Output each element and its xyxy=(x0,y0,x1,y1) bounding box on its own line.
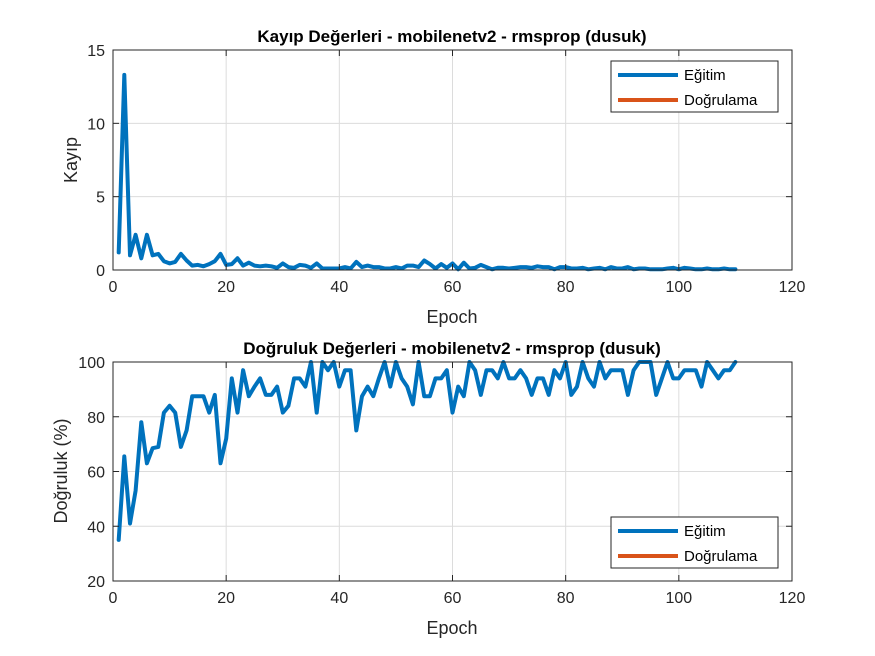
accuracy-series-line-train xyxy=(116,360,738,542)
loss-y-axis-label: Kayıp xyxy=(61,137,81,183)
loss-series xyxy=(116,72,738,272)
accuracy-legend-train-label: Eğitim xyxy=(684,523,726,540)
accuracy-legend: Eğitim Doğrulama xyxy=(610,516,779,569)
loss-xtick-label: 120 xyxy=(779,279,806,296)
accuracy-ytick-label: 100 xyxy=(78,355,105,372)
loss-legend-val-label: Doğrulama xyxy=(684,92,758,109)
loss-ytick-label: 10 xyxy=(87,116,105,133)
loss-xtick-label: 20 xyxy=(217,279,235,296)
loss-xtick-label: 100 xyxy=(665,279,692,296)
loss-x-axis-label: Epoch xyxy=(426,307,477,327)
loss-chart-title: Kayıp Değerleri - mobilenetv2 - rmsprop … xyxy=(257,27,646,46)
loss-legend: Eğitim Doğrulama xyxy=(610,60,779,113)
loss-xtick-label: 0 xyxy=(109,279,118,296)
loss-ytick-label: 5 xyxy=(96,190,105,207)
accuracy-chart-title: Doğruluk Değerleri - mobilenetv2 - rmspr… xyxy=(243,339,661,358)
loss-series-line-train xyxy=(116,72,738,272)
loss-grid xyxy=(113,50,792,270)
accuracy-ytick-label: 20 xyxy=(87,574,105,591)
accuracy-xtick-label: 60 xyxy=(444,590,462,607)
loss-ticks: 0 20 40 60 80 100 120 0 5 10 15 xyxy=(87,43,805,296)
accuracy-legend-val-label: Doğrulama xyxy=(684,548,758,565)
loss-legend-train-label: Eğitim xyxy=(684,67,726,84)
accuracy-ytick-label: 40 xyxy=(87,519,105,536)
accuracy-xtick-label: 20 xyxy=(217,590,235,607)
loss-legend-box xyxy=(610,60,779,113)
loss-xtick-label: 60 xyxy=(444,279,462,296)
accuracy-x-axis-label: Epoch xyxy=(426,618,477,638)
accuracy-xtick-label: 100 xyxy=(665,590,692,607)
accuracy-ytick-label: 60 xyxy=(87,465,105,482)
accuracy-xtick-label: 80 xyxy=(557,590,575,607)
accuracy-y-axis-label: Doğruluk (%) xyxy=(51,418,71,523)
loss-ytick-label: 0 xyxy=(96,263,105,280)
loss-xtick-label: 80 xyxy=(557,279,575,296)
accuracy-xtick-label: 40 xyxy=(330,590,348,607)
loss-ytick-label: 15 xyxy=(87,43,105,60)
accuracy-xtick-label: 0 xyxy=(109,590,118,607)
loss-chart: 0 20 40 60 80 100 120 0 5 10 15 Kayıp Değerleri - … xyxy=(61,27,805,327)
accuracy-legend-box xyxy=(610,516,779,569)
loss-xtick-label: 40 xyxy=(330,279,348,296)
accuracy-ytick-label: 80 xyxy=(87,410,105,427)
accuracy-series xyxy=(116,360,738,542)
accuracy-xtick-label: 120 xyxy=(779,590,806,607)
